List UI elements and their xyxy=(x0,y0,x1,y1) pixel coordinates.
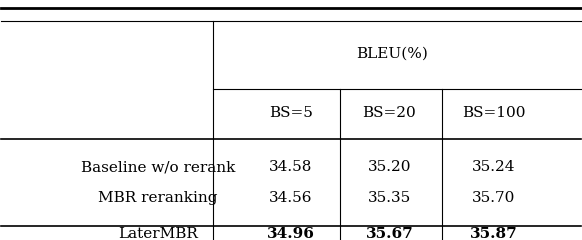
Text: 34.58: 34.58 xyxy=(269,160,313,174)
Text: 35.70: 35.70 xyxy=(472,191,516,205)
Text: BS=5: BS=5 xyxy=(269,106,313,120)
Text: 35.20: 35.20 xyxy=(368,160,411,174)
Text: BLEU(%): BLEU(%) xyxy=(356,47,428,61)
Text: 34.56: 34.56 xyxy=(269,191,313,205)
Text: BS=20: BS=20 xyxy=(363,106,416,120)
Text: MBR reranking: MBR reranking xyxy=(98,191,218,205)
Text: 35.35: 35.35 xyxy=(368,191,411,205)
Text: 35.87: 35.87 xyxy=(470,227,517,240)
Text: 34.96: 34.96 xyxy=(267,227,315,240)
Text: 35.24: 35.24 xyxy=(472,160,516,174)
Text: 35.67: 35.67 xyxy=(365,227,413,240)
Text: Baseline w/o rerank: Baseline w/o rerank xyxy=(80,160,235,174)
Text: BS=100: BS=100 xyxy=(462,106,526,120)
Text: LaterMBR: LaterMBR xyxy=(118,227,198,240)
